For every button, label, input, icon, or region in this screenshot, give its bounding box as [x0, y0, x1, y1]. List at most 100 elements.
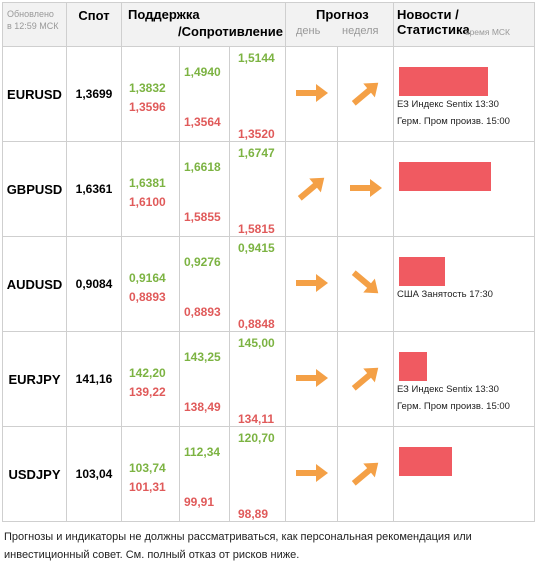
resistance-value: 0,8893	[184, 305, 221, 319]
forecast-arrow-icon	[348, 367, 384, 394]
support-value: 145,00	[238, 336, 275, 350]
news-item[interactable]: ЕЗ Индекс Sentix 13:30	[397, 99, 499, 110]
symbol-label[interactable]: EURUSD	[7, 86, 62, 102]
symbol-label[interactable]: AUDUSD	[6, 276, 63, 292]
forecast-arrow-icon	[348, 462, 384, 489]
resistance-value: 138,49	[184, 400, 221, 414]
support-col-2: 0,9276 0,8893	[179, 236, 230, 332]
resistance-value: 1,5855	[184, 210, 221, 224]
sentiment-bar	[399, 257, 446, 286]
support-value: 143,25	[184, 350, 221, 364]
news-item[interactable]: Герм. Пром произв. 15:00	[397, 401, 510, 412]
support-value: 1,6381	[129, 176, 166, 190]
table-row: GBPUSD 1,6361 1,6381 1,6100 1,6618 1,5855 1,67…	[2, 141, 536, 237]
news-cell	[393, 426, 536, 522]
disclaimer: Прогнозы и индикаторы не должны рассматр…	[4, 531, 472, 561]
news-cell: США Занятость 17:30	[393, 236, 536, 332]
support-value: 120,70	[238, 431, 275, 445]
support-col-2: 1,6618 1,5855	[179, 141, 230, 237]
support-col-1: 103,74 101,31	[121, 426, 180, 522]
updated-time: Обновлено в 12:59 МСК	[2, 2, 67, 47]
support-value: 1,5144	[238, 51, 275, 65]
support-col-2: 112,34 99,91	[179, 426, 230, 522]
support-value: 1,6618	[184, 160, 221, 174]
symbol-label[interactable]: EURJPY	[8, 371, 61, 387]
support-col-1: 1,6381 1,6100	[121, 141, 180, 237]
news-cell: ЕЗ Индекс Sentix 13:30 Герм. Пром произв.…	[393, 331, 536, 427]
forecast-day	[285, 236, 339, 332]
table-row: AUDUSD 0,9084 0,9164 0,8893 0,9276 0,8893 0,94…	[2, 236, 536, 332]
support-col-2: 1,4940 1,3564	[179, 46, 230, 142]
spot-value: 0,9084	[66, 236, 122, 332]
table-row: USDJPY 103,04 103,74 101,31 112,34 99,91 120,7…	[2, 426, 536, 522]
sentiment-bar	[399, 67, 489, 96]
support-col-3: 1,5144 1,3520	[228, 46, 287, 142]
forecast-arrow-icon	[348, 82, 384, 109]
resistance-value: 0,8893	[129, 290, 166, 304]
forecast-arrow-icon	[294, 272, 330, 299]
resistance-value: 1,6100	[129, 195, 166, 209]
table-row: EURJPY 141,16 142,20 139,22 143,25 138,49 145,…	[2, 331, 536, 427]
support-value: 0,9415	[238, 241, 275, 255]
forecast-arrow-icon	[348, 177, 384, 204]
news-cell	[393, 141, 536, 237]
forecast-arrow-icon	[348, 270, 384, 299]
forecast-day	[285, 331, 339, 427]
news-item[interactable]: Герм. Пром произв. 15:00	[397, 116, 510, 127]
support-value: 0,9276	[184, 255, 221, 269]
forex-table: Обновлено в 12:59 МСК Спот Поддержка /Со…	[2, 2, 536, 522]
symbol-cell: EURUSD	[2, 46, 67, 142]
resistance-value: 101,31	[129, 480, 166, 494]
support-col-1: 1,3832 1,3596	[121, 46, 180, 142]
support-col-3: 0,9415 0,8848	[228, 236, 287, 332]
forecast-arrow-icon	[294, 82, 330, 109]
sentiment-bar	[399, 352, 428, 381]
support-col-1: 0,9164 0,8893	[121, 236, 180, 332]
news-item[interactable]: США Занятость 17:30	[397, 289, 493, 300]
news-item[interactable]: ЕЗ Индекс Sentix 13:30	[397, 384, 499, 395]
spot-value: 141,16	[66, 331, 122, 427]
forecast-arrow-icon	[294, 462, 330, 489]
resistance-value: 1,3596	[129, 100, 166, 114]
symbol-cell: EURJPY	[2, 331, 67, 427]
resistance-value: 139,22	[129, 385, 166, 399]
sentiment-bar	[399, 447, 453, 476]
symbol-label[interactable]: GBPUSD	[6, 181, 63, 197]
resistance-value: 1,3564	[184, 115, 221, 129]
forecast-arrow-icon	[294, 367, 330, 394]
support-value: 1,3832	[129, 81, 166, 95]
forecast-week	[337, 426, 395, 522]
resistance-value: 99,91	[184, 495, 215, 509]
support-value: 103,74	[129, 461, 166, 475]
resistance-value: 1,3520	[238, 127, 275, 141]
symbol-cell: AUDUSD	[2, 236, 67, 332]
resistance-value: 0,8848	[238, 317, 275, 331]
spot-value: 1,3699	[66, 46, 122, 142]
support-col-3: 1,6747 1,5815	[228, 141, 287, 237]
news-cell: ЕЗ Индекс Sentix 13:30 Герм. Пром произв.…	[393, 46, 536, 142]
forecast-week	[337, 46, 395, 142]
forecast-header: Прогноз день неделя	[285, 2, 395, 47]
support-value: 1,4940	[184, 65, 221, 79]
support-col-2: 143,25 138,49	[179, 331, 230, 427]
support-col-1: 142,20 139,22	[121, 331, 180, 427]
symbol-label[interactable]: USDJPY	[8, 466, 61, 482]
resistance-value: 98,89	[238, 507, 269, 521]
sentiment-bar	[399, 162, 492, 191]
support-col-3: 120,70 98,89	[228, 426, 287, 522]
table-row: EURUSD 1,3699 1,3832 1,3596 1,4940 1,3564 1,51…	[2, 46, 536, 142]
forecast-arrow-icon	[294, 177, 330, 204]
support-col-3: 145,00 134,11	[228, 331, 287, 427]
resistance-value: 134,11	[238, 412, 275, 426]
spot-value: 103,04	[66, 426, 122, 522]
forecast-week	[337, 141, 395, 237]
forecast-week	[337, 331, 395, 427]
forecast-day	[285, 46, 339, 142]
forecast-day	[285, 426, 339, 522]
support-resistance-header: Поддержка /Сопротивление	[120, 2, 287, 47]
spot-value: 1,6361	[66, 141, 122, 237]
support-value: 0,9164	[129, 271, 166, 285]
support-value: 142,20	[129, 366, 166, 380]
news-header: Новости / Статистика время МСК	[393, 2, 536, 47]
support-value: 1,6747	[238, 146, 275, 160]
